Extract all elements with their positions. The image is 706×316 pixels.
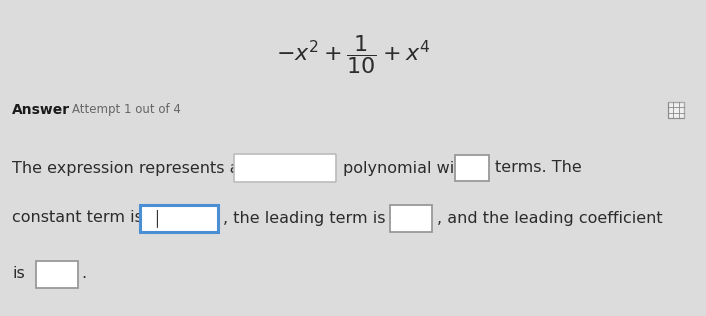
- Text: , and the leading coefficient: , and the leading coefficient: [437, 210, 663, 226]
- FancyBboxPatch shape: [140, 205, 218, 232]
- Text: constant term is: constant term is: [12, 210, 143, 226]
- Text: │: │: [152, 209, 161, 227]
- FancyBboxPatch shape: [668, 102, 684, 118]
- Text: .: .: [81, 266, 86, 282]
- Text: ∨: ∨: [321, 163, 329, 173]
- Text: is: is: [12, 266, 25, 282]
- Text: Attempt 1 out of 4: Attempt 1 out of 4: [72, 104, 181, 117]
- Text: The expression represents a: The expression represents a: [12, 161, 239, 175]
- Text: , the leading term is: , the leading term is: [223, 210, 385, 226]
- Text: −1: −1: [399, 210, 423, 226]
- Text: polynomial with: polynomial with: [343, 161, 471, 175]
- Text: terms. The: terms. The: [495, 161, 582, 175]
- FancyBboxPatch shape: [234, 154, 336, 182]
- FancyBboxPatch shape: [390, 205, 432, 232]
- FancyBboxPatch shape: [36, 261, 78, 288]
- Text: $-x^2 + \dfrac{1}{10} + x^4$: $-x^2 + \dfrac{1}{10} + x^4$: [276, 33, 430, 76]
- Text: 2: 2: [52, 266, 62, 282]
- Text: 3: 3: [467, 161, 477, 175]
- FancyBboxPatch shape: [455, 155, 489, 181]
- Text: quadratic: quadratic: [241, 161, 318, 175]
- Text: Answer: Answer: [12, 103, 70, 117]
